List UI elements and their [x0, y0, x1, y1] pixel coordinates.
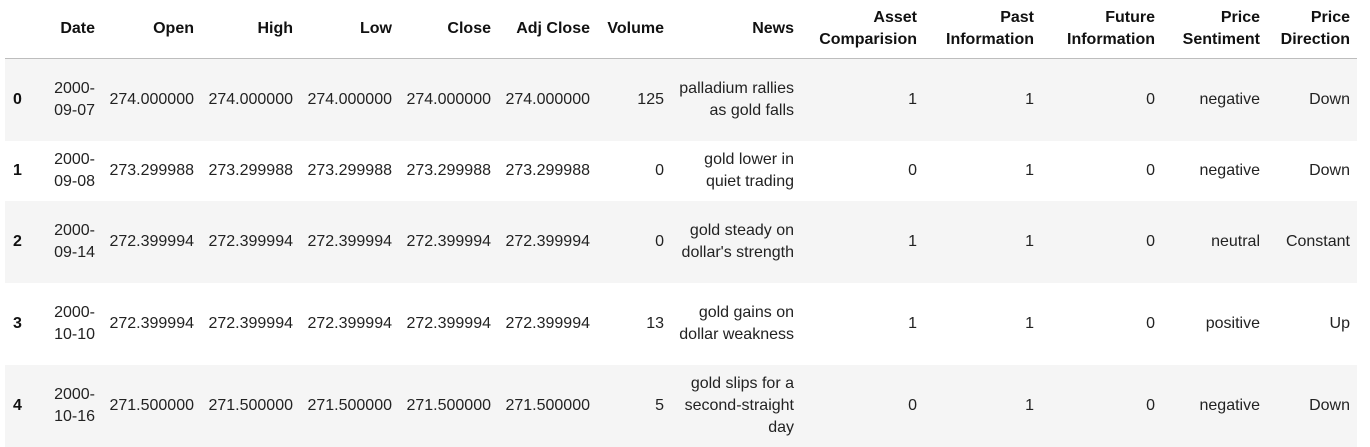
cell-close: 273.299988: [406, 161, 491, 179]
header-asset-comparision: Asset Comparision: [801, 0, 924, 59]
cell-price-direction: Down: [1309, 396, 1350, 414]
header-low: Low: [300, 0, 399, 59]
cell-price-sentiment: neutral: [1211, 232, 1260, 250]
cell-close: 274.000000: [406, 90, 491, 108]
header-price-direction: Price Direction: [1267, 0, 1357, 59]
table-row: 3 2000-10-10 272.399994 272.399994 272.3…: [5, 282, 1357, 365]
cell-volume: 125: [637, 90, 664, 108]
cell-asset-comparision: 0: [908, 161, 917, 179]
cell-open: 272.399994: [109, 314, 194, 332]
table-row: 0 2000-09-07 274.000000 274.000000 274.0…: [5, 58, 1357, 141]
table-row: 2 2000-09-14 272.399994 272.399994 272.3…: [5, 200, 1357, 283]
cell-volume: 0: [655, 161, 664, 179]
header-news: News: [671, 0, 801, 59]
cell-price-direction: Down: [1309, 90, 1350, 108]
cell-past-information: 1: [1025, 232, 1034, 250]
cell-price-sentiment: negative: [1199, 90, 1261, 108]
cell-open: 272.399994: [109, 232, 194, 250]
dataframe-output: Date Open High Low Close Adj Close Volum…: [5, 0, 1357, 447]
header-index: [5, 0, 38, 59]
row-index: 4: [13, 396, 22, 414]
header-row: Date Open High Low Close Adj Close Volum…: [5, 0, 1357, 59]
row-index: 3: [13, 314, 22, 332]
cell-close: 272.399994: [406, 232, 491, 250]
cell-low: 272.399994: [307, 314, 392, 332]
cell-adj-close: 272.399994: [505, 314, 590, 332]
header-future-information: Future Information: [1041, 0, 1162, 59]
cell-adj-close: 272.399994: [505, 232, 590, 250]
header-close: Close: [399, 0, 498, 59]
cell-asset-comparision: 0: [908, 396, 917, 414]
cell-price-direction: Up: [1329, 314, 1350, 332]
cell-volume: 5: [655, 396, 664, 414]
cell-date: 2000-10-10: [54, 303, 95, 343]
table-row: 4 2000-10-16 271.500000 271.500000 271.5…: [5, 364, 1357, 447]
cell-future-information: 0: [1146, 396, 1155, 414]
cell-price-direction: Down: [1309, 161, 1350, 179]
cell-low: 274.000000: [307, 90, 392, 108]
cell-news: gold gains on dollar weakness: [679, 303, 794, 343]
cell-high: 273.299988: [208, 161, 293, 179]
header-price-sentiment: Price Sentiment: [1162, 0, 1267, 59]
cell-date: 2000-10-16: [54, 385, 95, 425]
cell-open: 271.500000: [109, 396, 194, 414]
cell-price-sentiment: negative: [1199, 161, 1261, 179]
cell-low: 272.399994: [307, 232, 392, 250]
cell-date: 2000-09-14: [54, 221, 95, 261]
cell-past-information: 1: [1025, 396, 1034, 414]
cell-price-sentiment: positive: [1205, 314, 1260, 332]
cell-past-information: 1: [1025, 90, 1034, 108]
row-index: 2: [13, 232, 22, 250]
cell-volume: 13: [646, 314, 664, 332]
header-volume: Volume: [597, 0, 671, 59]
cell-open: 274.000000: [109, 90, 194, 108]
cell-high: 274.000000: [208, 90, 293, 108]
cell-open: 273.299988: [109, 161, 194, 179]
cell-date: 2000-09-07: [54, 79, 95, 119]
cell-high: 272.399994: [208, 232, 293, 250]
dataframe-table: Date Open High Low Close Adj Close Volum…: [5, 0, 1357, 447]
cell-adj-close: 271.500000: [505, 396, 590, 414]
cell-date: 2000-09-08: [54, 150, 95, 190]
cell-news: palladium rallies as gold falls: [679, 79, 794, 119]
header-high: High: [201, 0, 300, 59]
cell-volume: 0: [655, 232, 664, 250]
cell-asset-comparision: 1: [908, 314, 917, 332]
header-date: Date: [38, 0, 102, 59]
cell-news: gold slips for a second-straight day: [684, 374, 794, 436]
cell-future-information: 0: [1146, 161, 1155, 179]
cell-high: 271.500000: [208, 396, 293, 414]
row-index: 0: [13, 90, 22, 108]
cell-past-information: 1: [1025, 161, 1034, 179]
cell-future-information: 0: [1146, 232, 1155, 250]
cell-news: gold steady on dollar's strength: [681, 221, 794, 261]
header-past-information: Past Information: [924, 0, 1041, 59]
cell-low: 271.500000: [307, 396, 392, 414]
header-adj-close: Adj Close: [498, 0, 597, 59]
cell-adj-close: 274.000000: [505, 90, 590, 108]
header-open: Open: [102, 0, 201, 59]
cell-close: 272.399994: [406, 314, 491, 332]
table-row: 1 2000-09-08 273.299988 273.299988 273.2…: [5, 140, 1357, 201]
cell-future-information: 0: [1146, 90, 1155, 108]
cell-price-direction: Constant: [1285, 232, 1350, 250]
table-header: Date Open High Low Close Adj Close Volum…: [5, 0, 1357, 59]
table-body: 0 2000-09-07 274.000000 274.000000 274.0…: [5, 58, 1357, 447]
cell-low: 273.299988: [307, 161, 392, 179]
row-index: 1: [13, 161, 22, 179]
cell-asset-comparision: 1: [908, 232, 917, 250]
cell-adj-close: 273.299988: [505, 161, 590, 179]
cell-high: 272.399994: [208, 314, 293, 332]
cell-asset-comparision: 1: [908, 90, 917, 108]
cell-future-information: 0: [1146, 314, 1155, 332]
cell-close: 271.500000: [406, 396, 491, 414]
cell-news: gold lower in quiet trading: [704, 150, 794, 190]
cell-past-information: 1: [1025, 314, 1034, 332]
cell-price-sentiment: negative: [1199, 396, 1261, 414]
